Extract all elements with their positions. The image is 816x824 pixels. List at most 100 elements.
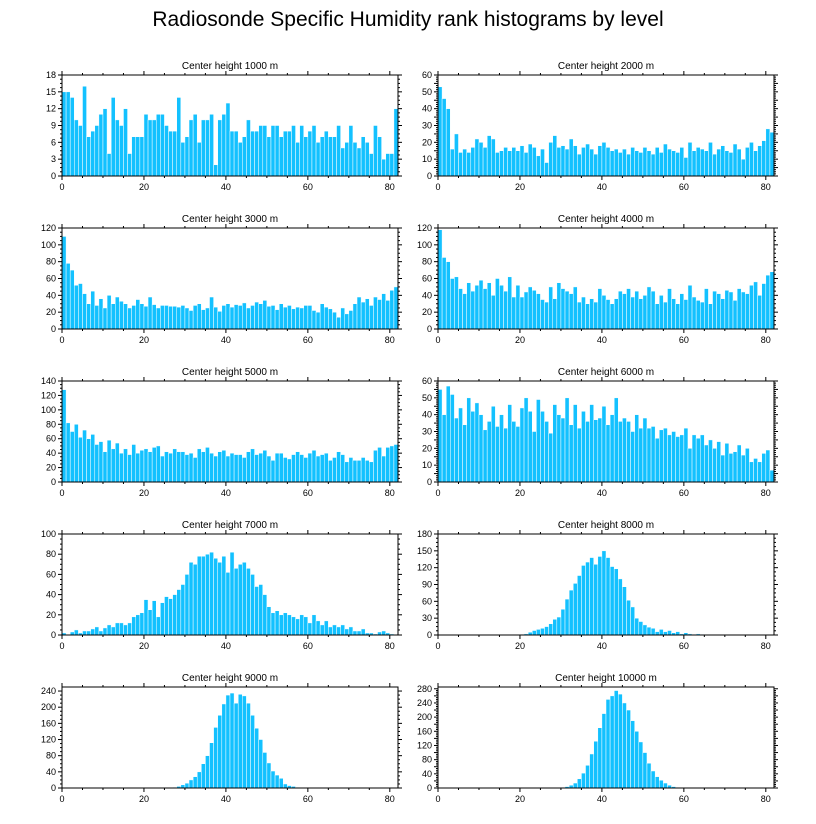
y-tick-label: 160: [41, 718, 56, 728]
histogram-bar: [188, 779, 194, 789]
histogram-bar: [650, 153, 656, 177]
histogram-bar: [385, 300, 391, 330]
histogram-bar: [687, 284, 693, 330]
histogram-bar: [450, 278, 455, 330]
histogram-bar: [364, 142, 370, 177]
histogram-bar: [466, 152, 472, 177]
histogram-bar: [360, 628, 366, 636]
histogram-bar: [209, 452, 214, 483]
histogram-bar: [695, 437, 701, 483]
histogram-bar: [233, 130, 239, 177]
histogram-bar: [188, 452, 194, 483]
histogram-bar: [454, 133, 459, 177]
histogram-bar: [556, 147, 562, 177]
histogram-bar: [278, 136, 284, 177]
y-tick-label: 50: [422, 87, 432, 97]
histogram-bar: [675, 303, 681, 330]
histogram-bar: [552, 298, 558, 330]
histogram-bar: [511, 421, 517, 483]
histogram-bar: [622, 586, 627, 636]
histogram-bar: [527, 143, 533, 177]
histogram-bar: [622, 417, 627, 483]
x-tick-label: 0: [435, 641, 440, 651]
y-tick-label: 150: [417, 546, 432, 556]
histogram-panel: Center height 6000 m 0 20 40 60 80 0 10 20 30 40 50…: [422, 367, 778, 498]
histogram-bar: [373, 450, 378, 483]
histogram-bar: [389, 445, 395, 483]
histogram-bar: [328, 308, 333, 330]
histogram-bar: [192, 457, 198, 483]
histogram-bar: [765, 128, 771, 177]
histogram-bar: [622, 293, 627, 330]
histogram-bar: [634, 150, 640, 177]
y-tick-label: 6: [51, 137, 56, 147]
histogram-bar: [560, 145, 566, 177]
histogram-bar: [544, 626, 549, 636]
histogram-bar: [221, 555, 227, 636]
histogram-bar: [184, 782, 190, 789]
histogram-bar: [757, 295, 762, 330]
y-tick-label: 160: [417, 726, 432, 736]
histogram-panel: Center height 7000 m 0 20 40 60 80 0 20 40 60 80 10…: [41, 520, 402, 651]
histogram-bar: [369, 461, 374, 483]
histogram-bar: [699, 148, 705, 177]
histogram-bar: [499, 150, 504, 177]
histogram-bar: [642, 624, 648, 636]
histogram-bar: [254, 727, 259, 789]
histogram-bar: [119, 300, 124, 330]
histogram-bar: [385, 447, 391, 483]
histogram-bar: [482, 429, 488, 483]
y-tick-label: 120: [417, 223, 432, 233]
histogram-bar: [769, 271, 775, 330]
histogram-bar: [237, 564, 243, 636]
histogram-bar: [507, 150, 513, 177]
histogram-bar: [78, 283, 83, 330]
histogram-bar: [474, 284, 480, 330]
histogram-bar: [589, 404, 594, 483]
histogram-bar: [155, 445, 161, 483]
histogram-bar: [622, 148, 627, 177]
histogram-bar: [581, 772, 586, 789]
histogram-bar: [679, 147, 685, 177]
histogram-bar: [94, 626, 100, 636]
histogram-bar: [307, 452, 313, 483]
histogram-bar: [217, 562, 223, 636]
histogram-bar: [201, 763, 206, 789]
histogram-bar: [519, 296, 525, 330]
histogram-bar: [229, 306, 235, 330]
histogram-bar: [503, 427, 508, 483]
histogram-bar: [217, 451, 223, 483]
histogram-bar: [630, 147, 635, 177]
x-tick-label: 20: [139, 488, 149, 498]
histogram-bar: [287, 130, 292, 177]
histogram-bar: [65, 422, 71, 483]
x-tick-label: 20: [515, 794, 525, 804]
histogram-bar: [745, 293, 750, 330]
histogram-bar: [188, 310, 194, 330]
y-tick-label: 12: [46, 104, 56, 114]
y-tick-label: 0: [427, 477, 432, 487]
y-tick-label: 20: [422, 307, 432, 317]
histogram-bar: [90, 434, 96, 483]
y-tick-label: 9: [51, 121, 56, 131]
x-tick-label: 80: [761, 488, 771, 498]
x-tick-label: 0: [59, 641, 64, 651]
panel-title: Center height 10000 m: [555, 673, 657, 684]
y-tick-label: 280: [417, 684, 432, 694]
y-tick-label: 0: [51, 324, 56, 334]
histogram-bar: [246, 568, 251, 636]
x-tick-label: 0: [435, 335, 440, 345]
histogram-bar: [213, 557, 218, 636]
histogram-bar: [478, 142, 484, 177]
y-tick-label: 60: [46, 434, 56, 444]
histogram-bar: [736, 444, 742, 483]
histogram-bar: [499, 414, 504, 483]
histogram-bar: [704, 288, 709, 330]
histogram-bar: [65, 91, 71, 177]
histogram-bar: [601, 550, 607, 636]
histogram-bar: [695, 300, 701, 330]
histogram-bar: [348, 125, 354, 177]
histogram-bar: [646, 626, 652, 636]
histogram-bar: [675, 152, 681, 177]
x-tick-label: 20: [139, 182, 149, 192]
